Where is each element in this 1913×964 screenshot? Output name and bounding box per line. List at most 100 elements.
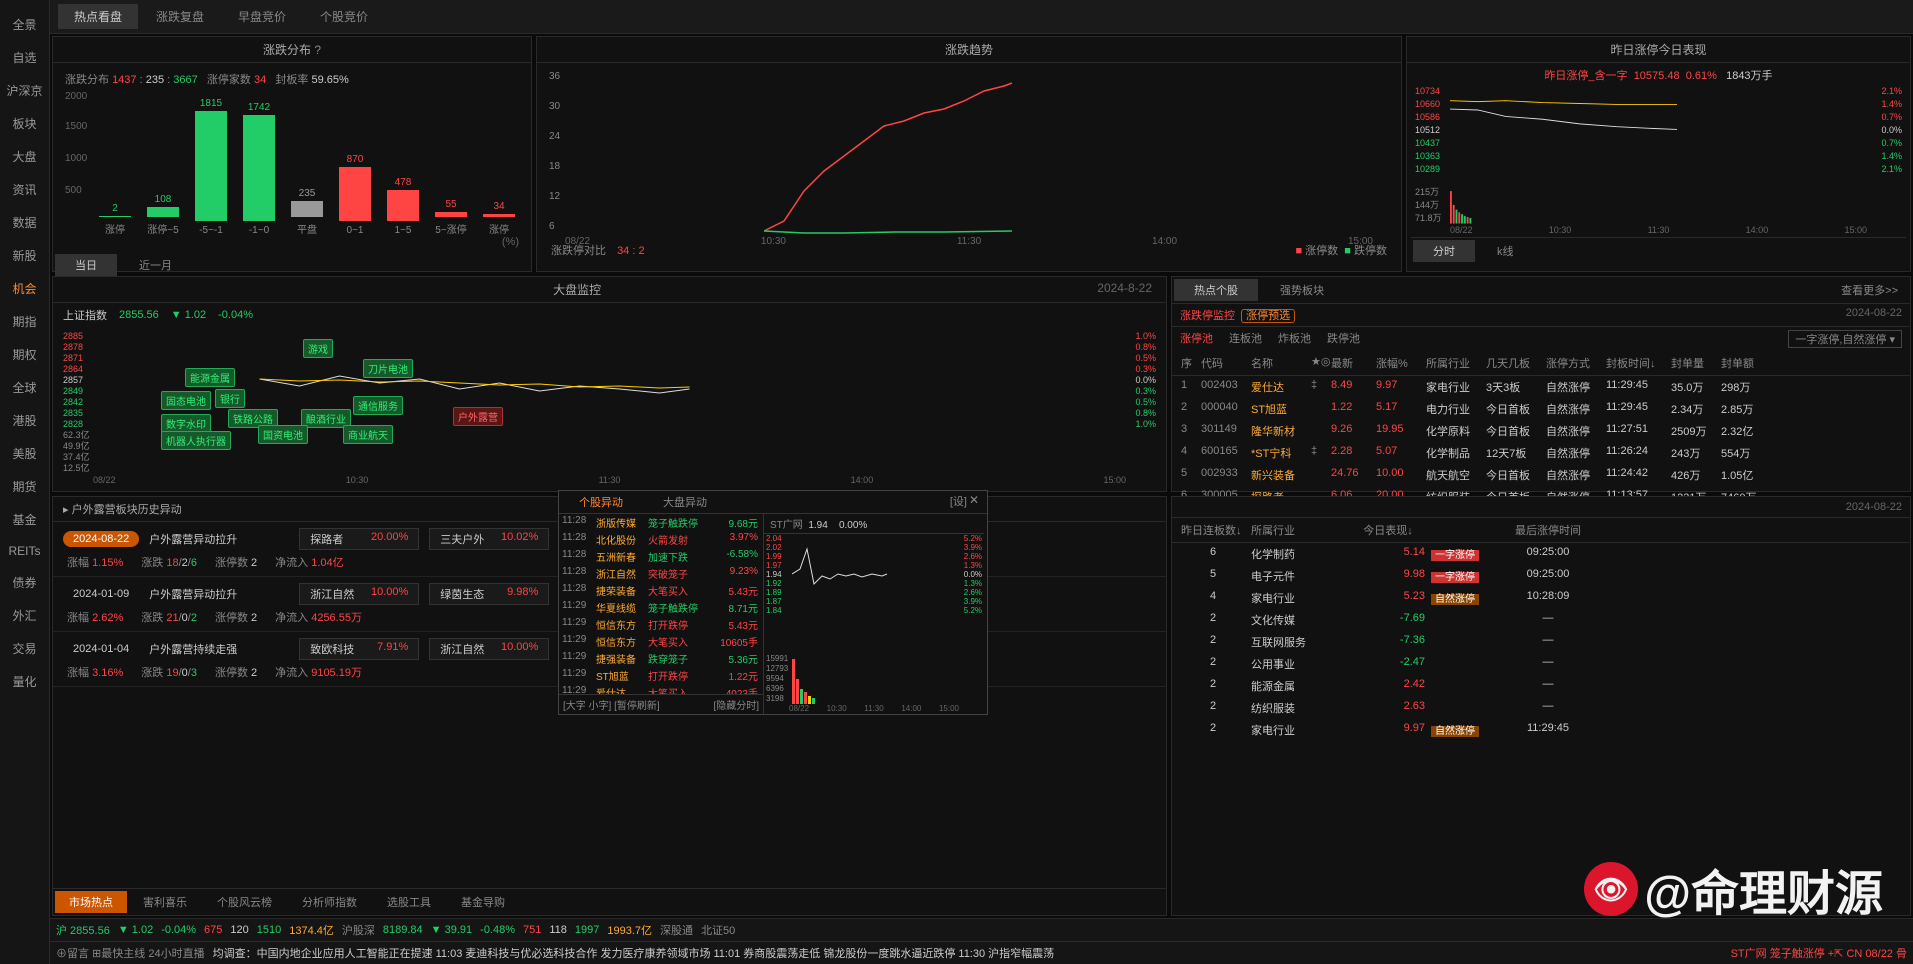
sidebar-item[interactable]: 港股 [0,404,49,437]
tab-stock-alert[interactable]: 个股异动 [559,491,643,513]
sector-tag[interactable]: 银行 [215,389,245,408]
table-row[interactable]: 3301149隆华新材9.2619.95化学原料今日首板自然涨停11:27:51… [1172,420,1910,442]
col-header[interactable]: 封单量 [1668,354,1718,372]
top-tab[interactable]: 热点看盘 [58,4,138,29]
trend-line-chart [545,71,1393,236]
realtime-panel: 2024-08-22 昨日连板数↓所属行业今日表现↓最后涨停时间 6化学制药5.… [1171,496,1911,916]
limit-monitor-tab[interactable]: 涨跌停监控 [1180,310,1235,322]
bottom-tab[interactable]: 害利喜乐 [129,891,201,913]
sector-tag[interactable]: 机器人执行器 [161,431,231,450]
sidebar-item[interactable]: 板块 [0,107,49,140]
bottom-tab[interactable]: 个股风云榜 [203,891,286,913]
sector-tag[interactable]: 商业航天 [343,425,393,444]
dist-subtab[interactable]: 近一月 [119,254,192,276]
col-header[interactable]: 涨停方式 [1543,354,1603,372]
sidebar-item[interactable]: 期货 [0,470,49,503]
help-icon[interactable]: ? [314,43,321,57]
col-header[interactable]: 代码 [1198,354,1248,372]
sidebar-item[interactable]: 量化 [0,665,49,698]
sidebar-item[interactable]: 美股 [0,437,49,470]
limit-preselect-tab[interactable]: 涨停预选 [1241,309,1295,323]
close-icon[interactable]: ✕ [965,493,983,507]
table-row[interactable]: 4600165*ST宁科‡2.285.07化学制品12天7板自然涨停11:26:… [1172,442,1910,464]
sidebar-item[interactable]: 债券 [0,566,49,599]
table-row[interactable]: 2能源金属2.42— [1172,675,1910,697]
sidebar-item[interactable]: REITs [0,536,49,566]
dist-subtab[interactable]: 当日 [55,254,117,276]
sector-tag[interactable]: 能源金属 [185,368,235,387]
bottom-tab[interactable]: 分析师指数 [288,891,371,913]
col-header[interactable]: 涨幅% [1373,354,1423,372]
top-tab[interactable]: 早盘竞价 [222,4,302,29]
col-header[interactable]: 序 [1178,354,1198,372]
tab-market-alert[interactable]: 大盘异动 [643,491,727,513]
sidebar-item[interactable]: 自选 [0,41,49,74]
mini-line [792,534,952,614]
table-row[interactable]: 1002403爱仕达‡8.499.97家电行业3天3板自然涨停11:29:453… [1172,376,1910,398]
sidebar-item[interactable]: 数据 [0,206,49,239]
sector-tag[interactable]: 固态电池 [161,391,211,410]
view-more-link[interactable]: 查看更多>> [1831,279,1908,301]
sector-tag[interactable]: 游戏 [303,339,333,358]
pool-tab[interactable]: 炸板池 [1278,330,1311,348]
sidebar-item[interactable]: 全景 [0,8,49,41]
bottom-tab[interactable]: 选股工具 [373,891,445,913]
weibo-icon: 👁 [1584,862,1638,916]
sector-tag[interactable]: 国资电池 [258,425,308,444]
table-row[interactable]: 4家电行业5.23自然涨停10:28:09 [1172,587,1910,609]
sidebar-item[interactable]: 基金 [0,503,49,536]
top-tab[interactable]: 涨跌复盘 [140,4,220,29]
col-header[interactable]: 封板时间↓ [1603,354,1668,372]
bottom-tab[interactable]: 基金导购 [447,891,519,913]
watermark: 👁 @命理财源 [1584,854,1883,924]
hot-panel: 热点个股 强势板块 查看更多>> 涨跌停监控 涨停预选 2024-08-22 涨… [1171,276,1911,492]
pool-tab[interactable]: 跌停池 [1327,330,1360,348]
sidebar-item[interactable]: 资讯 [0,173,49,206]
sidebar-item[interactable]: 大盘 [0,140,49,173]
col-header[interactable]: 封单额 [1718,354,1773,372]
tab-kline[interactable]: k线 [1477,240,1534,262]
ticker-links[interactable]: ⊕留言 ⊞最快主线 24小时直播 [56,945,205,961]
sidebar-item[interactable]: 期权 [0,338,49,371]
table-row[interactable]: 2000040ST旭蓝1.225.17电力行业今日首板自然涨停11:29:452… [1172,398,1910,420]
table-row[interactable]: 5电子元件9.98一字涨停09:25:00 [1172,565,1910,587]
hide-intraday[interactable]: [隐藏分时] [713,697,759,712]
col-header[interactable]: 几天几板 [1483,354,1543,372]
sector-tag[interactable]: 刀片电池 [363,359,413,378]
pool-tab[interactable]: 连板池 [1229,330,1262,348]
sidebar-item[interactable]: 期指 [0,305,49,338]
col-header[interactable]: 最新 [1328,354,1373,372]
bottom-tab[interactable]: 市场热点 [55,891,127,913]
sidebar-item[interactable]: 机会 [0,272,49,305]
sidebar-item[interactable]: 外汇 [0,599,49,632]
sidebar-item[interactable]: 全球 [0,371,49,404]
table-row[interactable]: 5002933新兴装备24.7610.00航天航空今日首板自然涨停11:24:4… [1172,464,1910,486]
scroll-popup: 个股异动 大盘异动 ✕ [设] 11:28浙版传媒笼子触跌停9.68元11:28… [558,490,988,715]
table-row[interactable]: 2互联网服务-7.36— [1172,631,1910,653]
table-row[interactable]: 2公用事业-2.47— [1172,653,1910,675]
trend-panel: 涨跌趋势 36 30 24 18 12 6 [536,36,1402,272]
settings-link[interactable]: [设] [950,493,967,509]
sector-tag[interactable]: 通信服务 [353,396,403,415]
perf-chart [1450,85,1867,185]
mini-vol [792,654,952,704]
sector-tag[interactable]: 户外露营 [453,407,503,426]
tab-intraday[interactable]: 分时 [1413,240,1475,262]
col-header[interactable]: ★◎ [1308,354,1328,372]
col-header[interactable]: 名称 [1248,354,1308,372]
perf-panel: 昨日涨停今日表现 昨日涨停_含一字 10575.48 0.61% 1843万手 … [1406,36,1911,272]
col-header[interactable]: 所属行业 [1423,354,1483,372]
filter-dropdown[interactable]: 一字涨停,自然涨停 ▾ [1788,330,1902,348]
tab-hot-stocks[interactable]: 热点个股 [1174,279,1258,301]
sidebar-item[interactable]: 新股 [0,239,49,272]
pool-tab[interactable]: 涨停池 [1180,330,1213,348]
table-row[interactable]: 2家电行业9.97自然涨停11:29:45 [1172,719,1910,741]
scroll-ctrl[interactable]: [大字 小字] [暂停刷新] [563,697,660,712]
tab-strong-sectors[interactable]: 强势板块 [1260,279,1344,301]
sidebar-item[interactable]: 交易 [0,632,49,665]
table-row[interactable]: 2文化传媒-7.69— [1172,609,1910,631]
sidebar-item[interactable]: 沪深京 [0,74,49,107]
table-row[interactable]: 6化学制药5.14一字涨停09:25:00 [1172,543,1910,565]
top-tab[interactable]: 个股竞价 [304,4,384,29]
table-row[interactable]: 2纺织服装2.63— [1172,697,1910,719]
